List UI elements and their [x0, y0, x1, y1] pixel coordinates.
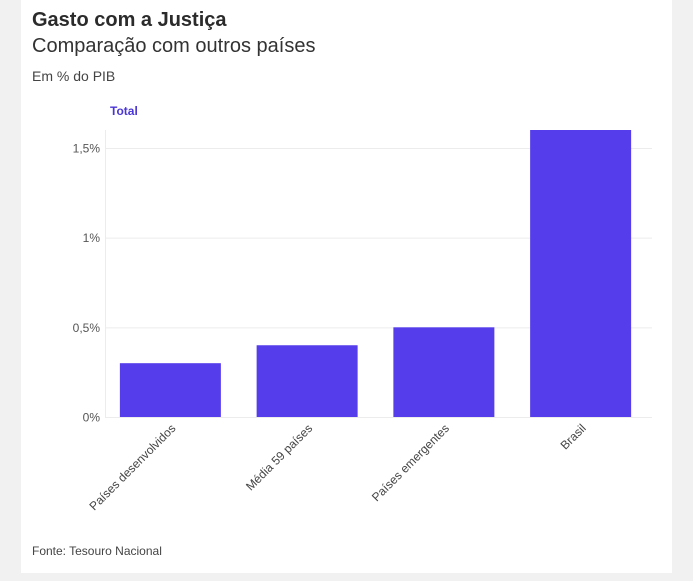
chart-subtitle: Comparação com outros países: [32, 35, 316, 57]
bar: [119, 363, 221, 417]
bar: [256, 345, 358, 417]
chart-title: Gasto com a Justiça: [32, 9, 227, 31]
x-axis-labels: Países desenvolvidos Média 59 países Paíse…: [87, 421, 589, 513]
legend: Total: [110, 104, 138, 118]
y-axis-ticks: 0% 0,5% 1% 1,5%: [73, 141, 101, 424]
source-note: Fonte: Tesouro Nacional: [32, 544, 162, 558]
bar-chart: 0% 0,5% 1% 1,5% Países desenvolvidos Média 5…: [73, 104, 652, 513]
x-tick-label: Brasil: [558, 421, 589, 452]
legend-entry-total: Total: [110, 104, 138, 118]
y-tick-label: 1%: [83, 231, 101, 245]
bars: [119, 130, 632, 417]
bar: [530, 130, 632, 417]
y-tick-label: 1,5%: [73, 141, 101, 155]
x-tick-label: Países desenvolvidos: [87, 421, 179, 513]
y-tick-label: 0,5%: [73, 321, 101, 335]
y-axis-unit-label: Em % do PIB: [32, 68, 116, 84]
x-tick-label: Países emergentes: [369, 421, 452, 504]
x-tick-label: Média 59 países: [243, 421, 315, 493]
bar: [393, 327, 495, 417]
y-tick-label: 0%: [83, 411, 101, 425]
chart-card: Gasto com a Justiça Comparação com outro…: [21, 0, 672, 573]
